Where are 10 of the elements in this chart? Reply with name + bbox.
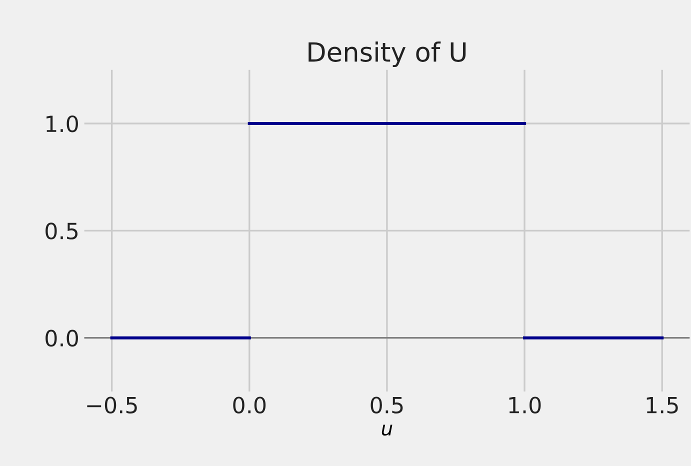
x-tick-label: 0.5 — [370, 396, 403, 414]
chart-title: Density of U — [308, 42, 466, 68]
y-tick-label: 0.5 — [46, 222, 78, 240]
y-tick-label: 1.0 — [46, 115, 78, 132]
x-axis-title: u — [382, 424, 392, 436]
y-tick-label: 0.0 — [46, 330, 78, 347]
x-tick-label: 0.0 — [233, 396, 266, 414]
x-tick-label: −0.5 — [87, 396, 137, 414]
x-tick-label: 1.0 — [509, 396, 541, 414]
x-tick-label: 1.5 — [646, 396, 678, 414]
